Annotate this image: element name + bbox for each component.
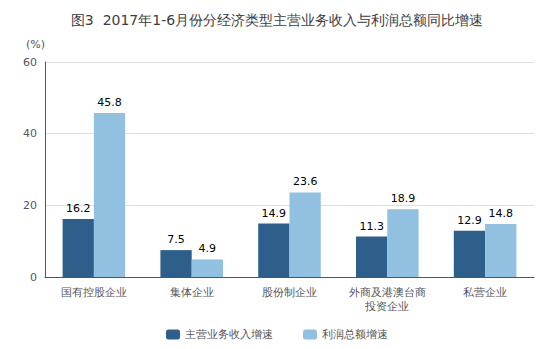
svg-text:14.8: 14.8 [488, 207, 513, 220]
svg-text:18.9: 18.9 [391, 192, 416, 205]
svg-text:图3 2017年1-6月份分经济类型主营业务收入与利润总额: 图3 2017年1-6月份分经济类型主营业务收入与利润总额同比增速 [71, 12, 483, 28]
svg-text:60: 60 [23, 56, 37, 69]
svg-text:利润总额增速: 利润总额增速 [322, 328, 388, 341]
svg-text:40: 40 [23, 127, 37, 140]
svg-text:(%): (%) [26, 38, 45, 51]
svg-text:外商及港澳台商: 外商及港澳台商 [349, 286, 426, 299]
svg-text:主营业务收入增速: 主营业务收入增速 [185, 328, 273, 341]
svg-text:20: 20 [23, 199, 37, 212]
svg-text:4.9: 4.9 [199, 242, 217, 255]
svg-text:投资企业: 投资企业 [364, 300, 409, 313]
svg-text:私营企业: 私营企业 [463, 286, 507, 299]
svg-text:16.2: 16.2 [66, 202, 91, 215]
svg-text:23.6: 23.6 [293, 175, 318, 188]
svg-text:12.9: 12.9 [457, 214, 482, 227]
svg-text:11.3: 11.3 [359, 220, 384, 233]
svg-text:45.8: 45.8 [97, 96, 122, 109]
svg-text:7.5: 7.5 [167, 233, 185, 246]
svg-text:14.9: 14.9 [262, 207, 287, 220]
svg-text:股份制企业: 股份制企业 [262, 286, 317, 299]
svg-text:集体企业: 集体企业 [170, 286, 214, 299]
svg-text:国有控股企业: 国有控股企业 [61, 286, 127, 299]
svg-text:0: 0 [30, 271, 37, 284]
